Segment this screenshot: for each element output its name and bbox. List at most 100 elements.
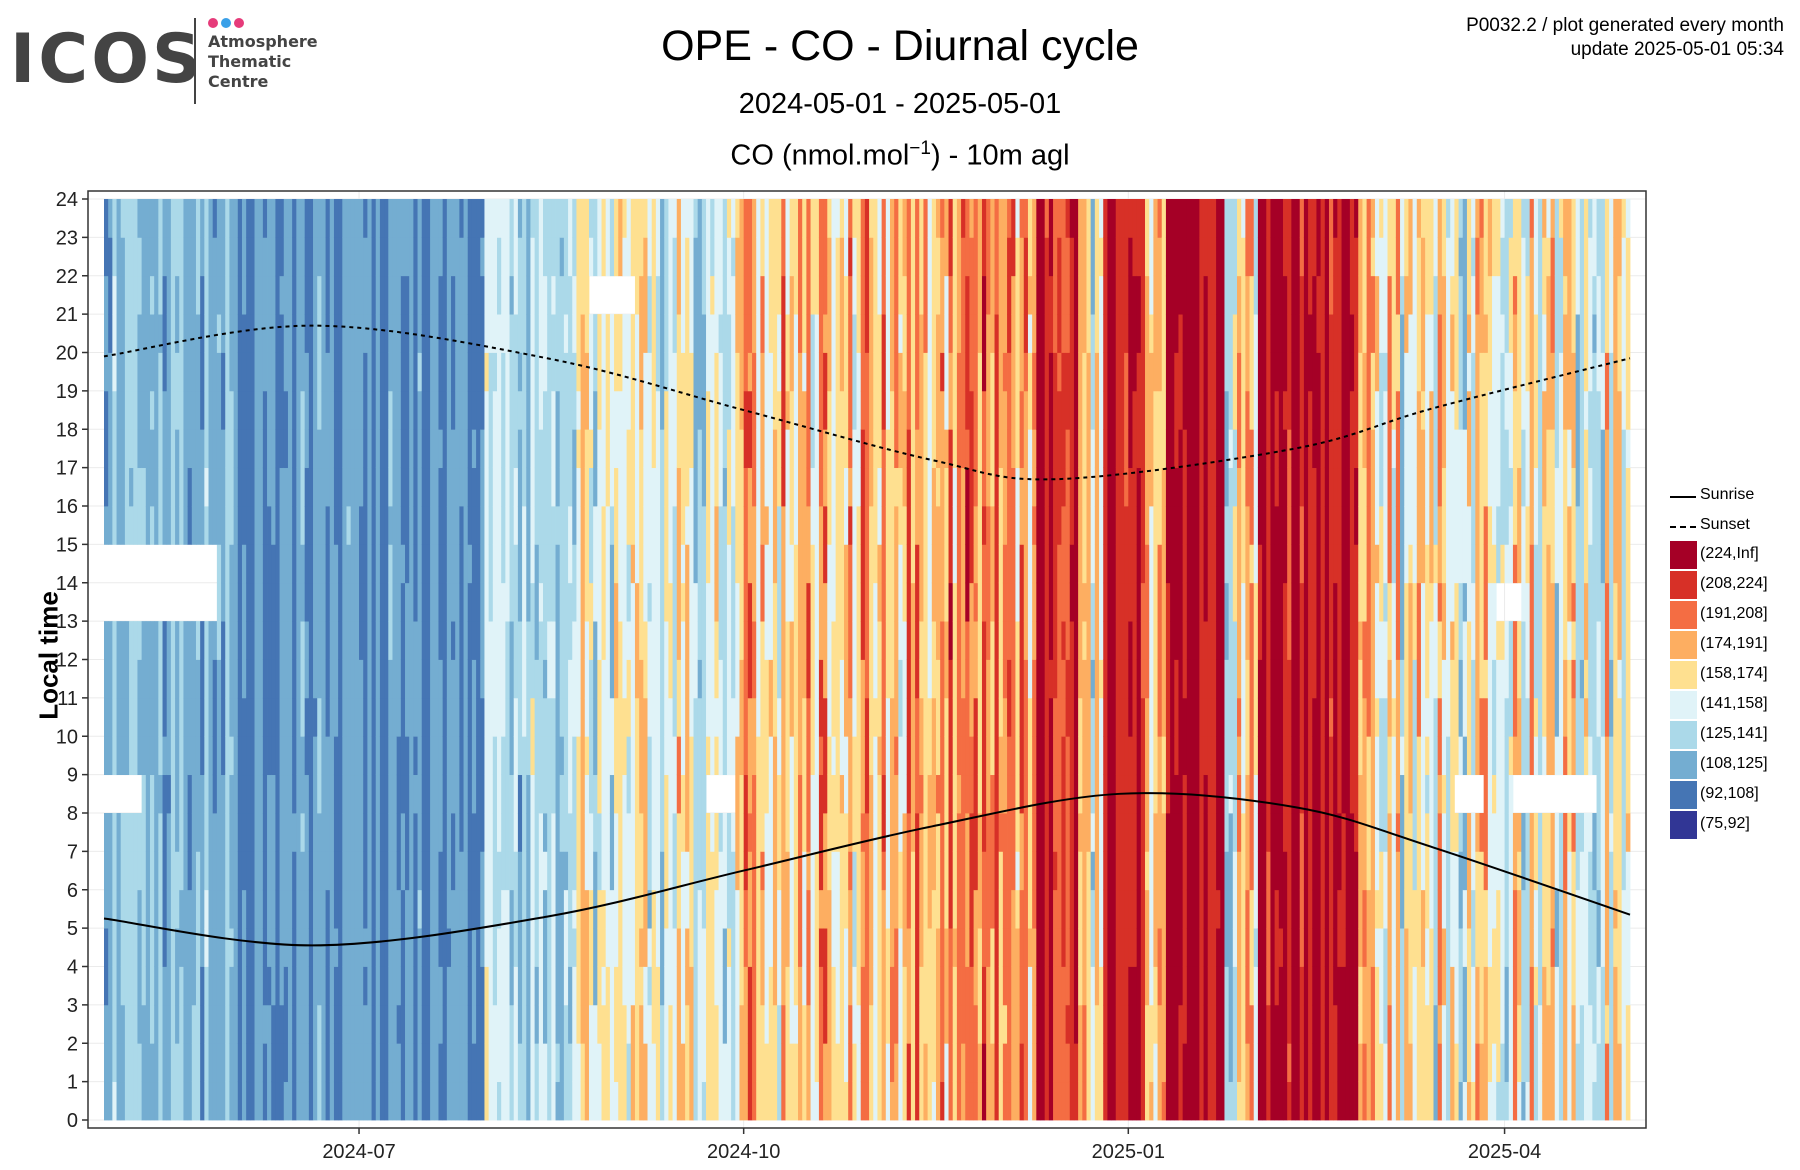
heatmap-cell [551, 621, 556, 660]
heatmap-cell [267, 199, 272, 238]
heatmap-cell [568, 697, 573, 737]
heatmap-cell [350, 1004, 356, 1044]
heatmap-cell [618, 352, 623, 392]
heatmap-cell [823, 1043, 828, 1083]
heatmap-cell [965, 429, 970, 469]
heatmap-cell [772, 928, 778, 967]
heatmap-cell [676, 352, 682, 392]
heatmap-cell [827, 966, 832, 1006]
heatmap-cell [647, 1081, 653, 1121]
heatmap-cell [480, 736, 485, 776]
heatmap-cell [844, 813, 849, 852]
heatmap-cell [534, 582, 540, 622]
heatmap-cell [630, 813, 636, 852]
heatmap-cell [162, 851, 168, 891]
heatmap-cell [438, 736, 444, 776]
heatmap-cell [643, 199, 648, 238]
heatmap-cell [480, 275, 485, 315]
heatmap-cell [354, 621, 360, 660]
heatmap-cell [446, 199, 452, 238]
heatmap-cell [572, 851, 577, 891]
heatmap-cell [810, 467, 816, 507]
heatmap-cell [777, 352, 782, 392]
heatmap-cell [216, 966, 222, 1006]
heatmap-cell [735, 1004, 740, 1044]
heatmap-cell [722, 813, 728, 852]
heatmap-cell [233, 390, 239, 430]
heatmap-cell [392, 889, 398, 929]
heatmap-cell [831, 390, 837, 430]
heatmap-cell [593, 659, 598, 699]
heatmap-cell [668, 659, 673, 699]
heatmap-cell [639, 966, 644, 1006]
heatmap-cell [852, 889, 857, 929]
heatmap-cell [338, 928, 343, 967]
heatmap-cell [233, 237, 239, 277]
heatmap-cell [313, 314, 318, 353]
heatmap-cell [183, 352, 189, 392]
heatmap-cell [421, 697, 427, 737]
heatmap-cell [973, 506, 979, 545]
heatmap-cell [668, 467, 673, 507]
heatmap-cell [221, 582, 226, 622]
heatmap-cell [425, 659, 431, 699]
heatmap-cell [676, 774, 682, 814]
heatmap-cell [935, 429, 941, 469]
heatmap-cell [814, 736, 820, 776]
heatmap-cell [593, 544, 598, 584]
heatmap-cell [430, 429, 435, 469]
heatmap-cell [250, 544, 255, 584]
heatmap-cell [208, 774, 214, 814]
heatmap-cell [379, 774, 385, 814]
heatmap-cell [225, 697, 230, 737]
heatmap-cell [726, 199, 732, 238]
heatmap-cell [451, 352, 456, 392]
heatmap-cell [973, 467, 979, 507]
heatmap-cell [530, 275, 536, 315]
heatmap-cell [241, 889, 247, 929]
heatmap-cell [689, 621, 694, 660]
heatmap-cell [501, 889, 506, 929]
heatmap-cell [467, 851, 473, 891]
heatmap-cell [902, 390, 908, 430]
heatmap-cell [446, 506, 452, 545]
heatmap-cell [743, 659, 749, 699]
heatmap-cell [768, 390, 774, 430]
heatmap-cell [379, 851, 385, 891]
heatmap-cell [145, 199, 151, 238]
heatmap-cell [325, 813, 331, 852]
heatmap-cell [208, 390, 214, 430]
heatmap-cell [538, 390, 544, 430]
heatmap-cell [367, 813, 372, 852]
heatmap-cell [497, 928, 502, 967]
heatmap-cell [417, 966, 423, 1006]
heatmap-cell [492, 1081, 498, 1121]
heatmap-cell [873, 582, 878, 622]
heatmap-cell [634, 314, 640, 353]
heatmap-cell [772, 199, 778, 238]
heatmap-cell [233, 621, 239, 660]
heatmap-cell [476, 352, 481, 392]
heatmap-cell [379, 1004, 385, 1044]
heatmap-cell [818, 774, 824, 814]
heatmap-cell [513, 621, 519, 660]
heatmap-cell [246, 928, 251, 967]
heatmap-cell [614, 621, 619, 660]
heatmap-cell [743, 1043, 749, 1083]
heatmap-cell [296, 736, 301, 776]
heatmap-cell [195, 928, 201, 967]
heatmap-cell [162, 390, 168, 430]
heatmap-cell [262, 352, 268, 392]
heatmap-cell [848, 1004, 853, 1044]
heatmap-cell [417, 467, 423, 507]
heatmap-cell [275, 774, 280, 814]
heatmap-cell [162, 506, 168, 545]
heatmap-cell [639, 1081, 644, 1121]
heatmap-cell [793, 813, 799, 852]
heatmap-cell [777, 697, 782, 737]
heatmap-cell [643, 1004, 648, 1044]
heatmap-cell [430, 467, 435, 507]
heatmap-cell [680, 199, 686, 238]
heatmap-cell [743, 928, 749, 967]
heatmap-cell [267, 506, 272, 545]
